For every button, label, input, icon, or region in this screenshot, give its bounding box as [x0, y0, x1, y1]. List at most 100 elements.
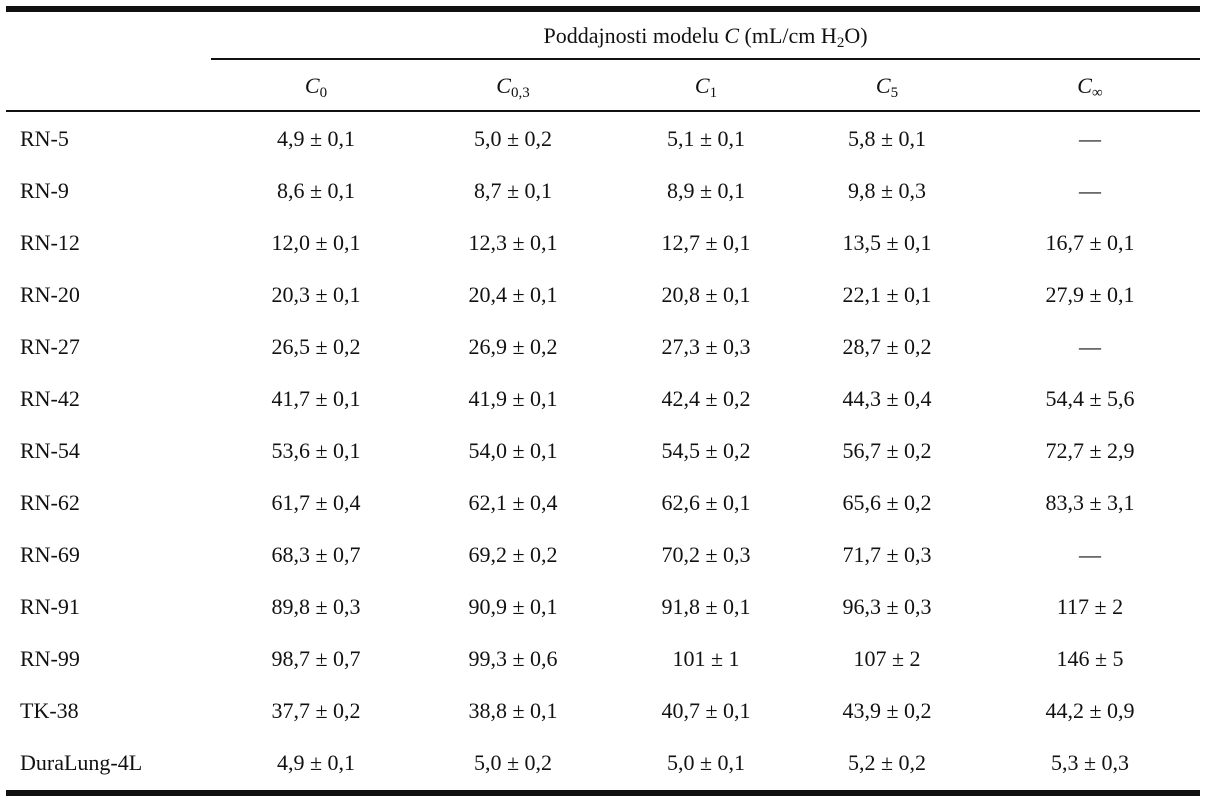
column-header-2: C1: [611, 68, 801, 104]
table-row: RN-54 53,6 ± 0,1 54,0 ± 0,1 54,5 ± 0,2 56,7 …: [0, 431, 1206, 471]
table-cell: 5,1 ± 0,1: [666, 126, 746, 151]
table-cell: 43,9 ± 0,2: [842, 698, 932, 723]
group-header-unit-sub: 2: [836, 35, 845, 51]
group-header-unit-post: O): [844, 23, 868, 48]
table-cell: 44,2 ± 0,9: [1045, 698, 1135, 723]
table-cell: 83,3 ± 3,1: [1045, 490, 1135, 515]
table-cell: 62,1 ± 0,4: [468, 490, 558, 515]
table-cell: 5,0 ± 0,1: [666, 750, 746, 775]
table-cell: 69,2 ± 0,2: [468, 542, 558, 567]
table-row: RN-12 12,0 ± 0,1 12,3 ± 0,1 12,7 ± 0,1 13,5 …: [0, 223, 1206, 263]
table-row: RN-62 61,7 ± 0,4 62,1 ± 0,4 62,6 ± 0,1 65,6 …: [0, 483, 1206, 523]
table-cell: 26,5 ± 0,2: [271, 334, 361, 359]
table-cell: 4,9 ± 0,1: [276, 126, 356, 151]
table-cell: 27,3 ± 0,3: [661, 334, 751, 359]
row-label: RN-91: [20, 594, 80, 619]
table-cell: 42,4 ± 0,2: [661, 386, 751, 411]
table-cell: 22,1 ± 0,1: [842, 282, 932, 307]
table-row: RN-91 89,8 ± 0,3 90,9 ± 0,1 91,8 ± 0,1 96,3 …: [0, 587, 1206, 627]
table-cell: 4,9 ± 0,1: [276, 750, 356, 775]
table-cell: 41,9 ± 0,1: [468, 386, 558, 411]
table-row: RN-99 98,7 ± 0,7 99,3 ± 0,6 101 ± 1 107 ± 2 1…: [0, 639, 1206, 679]
table-cell: —: [1079, 178, 1101, 203]
group-header-unit-pre: (mL/cm H: [739, 23, 837, 48]
table-cell: —: [1079, 126, 1101, 151]
table-cell: 56,7 ± 0,2: [842, 438, 932, 463]
table-cell: 13,5 ± 0,1: [842, 230, 932, 255]
table-cell: 12,7 ± 0,1: [661, 230, 751, 255]
table-cell: —: [1079, 542, 1101, 567]
column-header-0: C0: [221, 68, 411, 104]
table-row: RN-69 68,3 ± 0,7 69,2 ± 0,2 70,2 ± 0,3 71,7 …: [0, 535, 1206, 575]
table-cell: 71,7 ± 0,3: [842, 542, 932, 567]
table-cell: 41,7 ± 0,1: [271, 386, 361, 411]
table-cell: 89,8 ± 0,3: [271, 594, 361, 619]
table-cell: 62,6 ± 0,1: [661, 490, 751, 515]
column-header-subscript: 5: [890, 85, 899, 101]
row-label: RN-27: [20, 334, 80, 359]
table-cell: 90,9 ± 0,1: [468, 594, 558, 619]
table-cell: 38,8 ± 0,1: [468, 698, 558, 723]
top-rule: [6, 6, 1200, 12]
table-cell: 44,3 ± 0,4: [842, 386, 932, 411]
table-cell: 5,3 ± 0,3: [1050, 750, 1130, 775]
group-header-prefix: Poddajnosti modelu: [543, 23, 725, 48]
table-cell: 146 ± 5: [1056, 646, 1124, 671]
table-cell: 98,7 ± 0,7: [271, 646, 361, 671]
table-row: TK-38 37,7 ± 0,2 38,8 ± 0,1 40,7 ± 0,1 43,9 …: [0, 691, 1206, 731]
table-row: RN-20 20,3 ± 0,1 20,4 ± 0,1 20,8 ± 0,1 22,1 …: [0, 275, 1206, 315]
column-header-3: C5: [792, 68, 982, 104]
table-cell: 5,2 ± 0,2: [847, 750, 927, 775]
table-cell: 107 ± 2: [853, 646, 921, 671]
table-cell: 65,6 ± 0,2: [842, 490, 932, 515]
table-cell: 61,7 ± 0,4: [271, 490, 361, 515]
column-header-symbol: C: [1077, 73, 1092, 98]
table-cell: 54,5 ± 0,2: [661, 438, 751, 463]
table-cell: 40,7 ± 0,1: [661, 698, 751, 723]
column-header-4: C∞: [995, 68, 1185, 104]
column-header-subscript: 0: [319, 85, 328, 101]
column-header-symbol: C: [875, 73, 891, 98]
group-header: Poddajnosti modelu C (mL/cm H2O): [211, 18, 1200, 54]
column-header-symbol: C: [304, 73, 320, 98]
row-label: RN-42: [20, 386, 80, 411]
table-cell: 16,7 ± 0,1: [1045, 230, 1135, 255]
table-cell: 5,8 ± 0,1: [847, 126, 927, 151]
bottom-rule: [6, 790, 1200, 796]
table-row: RN-5 4,9 ± 0,1 5,0 ± 0,2 5,1 ± 0,1 5,8 ± 0,1…: [0, 119, 1206, 159]
table-cell: 54,0 ± 0,1: [468, 438, 558, 463]
table-cell: 54,4 ± 5,6: [1045, 386, 1135, 411]
group-rule: [211, 58, 1200, 60]
table-cell: 12,3 ± 0,1: [468, 230, 558, 255]
table-cell: 8,9 ± 0,1: [666, 178, 746, 203]
row-label: RN-62: [20, 490, 80, 515]
table-cell: 8,6 ± 0,1: [276, 178, 356, 203]
table-cell: 27,9 ± 0,1: [1045, 282, 1135, 307]
group-header-variable: C: [724, 23, 740, 48]
table-cell: 70,2 ± 0,3: [661, 542, 751, 567]
row-label: RN-12: [20, 230, 80, 255]
table-row: DuraLung-4L 4,9 ± 0,1 5,0 ± 0,2 5,0 ± 0,1 5,…: [0, 743, 1206, 783]
table-cell: 91,8 ± 0,1: [661, 594, 751, 619]
row-label: DuraLung-4L: [20, 750, 143, 775]
column-header-subscript: 1: [709, 85, 718, 101]
table-cell: 96,3 ± 0,3: [842, 594, 932, 619]
table-cell: 37,7 ± 0,2: [271, 698, 361, 723]
table-cell: 8,7 ± 0,1: [473, 178, 553, 203]
row-label: RN-54: [20, 438, 80, 463]
column-header-symbol: C: [694, 73, 710, 98]
table-row: RN-42 41,7 ± 0,1 41,9 ± 0,1 42,4 ± 0,2 44,3 …: [0, 379, 1206, 419]
table-cell: 12,0 ± 0,1: [271, 230, 361, 255]
table-cell: 26,9 ± 0,2: [468, 334, 558, 359]
column-header-subscript: ∞: [1091, 85, 1103, 101]
table-row: RN-27 26,5 ± 0,2 26,9 ± 0,2 27,3 ± 0,3 28,7 …: [0, 327, 1206, 367]
table-cell: 9,8 ± 0,3: [847, 178, 927, 203]
table-cell: 99,3 ± 0,6: [468, 646, 558, 671]
column-header-symbol: C: [496, 73, 511, 98]
row-label: TK-38: [20, 698, 79, 723]
table-row: RN-9 8,6 ± 0,1 8,7 ± 0,1 8,9 ± 0,1 9,8 ± 0,3…: [0, 171, 1206, 211]
column-header-1: C0,3: [418, 68, 608, 104]
column-header-subscript: 0,3: [510, 85, 530, 101]
table-cell: 5,0 ± 0,2: [473, 750, 553, 775]
row-label: RN-99: [20, 646, 80, 671]
